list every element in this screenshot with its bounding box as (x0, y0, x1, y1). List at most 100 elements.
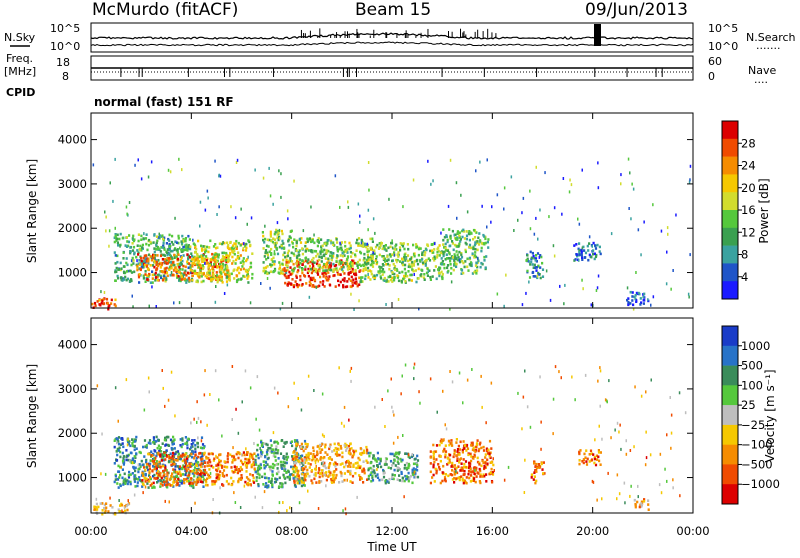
data-cell (649, 453, 652, 457)
data-cell (218, 453, 221, 457)
data-cell (235, 245, 238, 249)
data-cell (178, 266, 181, 269)
data-cell (214, 246, 218, 250)
data-cell (217, 467, 220, 470)
data-cell (400, 472, 403, 475)
data-cell (265, 450, 269, 454)
data-cell (650, 303, 652, 307)
data-cell (199, 469, 202, 473)
data-cell (461, 449, 464, 452)
data-cell (284, 281, 287, 285)
data-cell (256, 375, 259, 379)
data-cell (175, 255, 178, 258)
data-cell (141, 479, 144, 482)
data-cell (197, 464, 200, 467)
data-cell (332, 252, 335, 255)
data-cell (389, 245, 392, 249)
data-cell (124, 509, 127, 513)
data-cell (175, 479, 179, 483)
data-cell (475, 272, 478, 275)
data-cell (225, 260, 228, 264)
data-cell (318, 481, 321, 484)
data-cell (462, 230, 466, 233)
data-cell (415, 280, 418, 284)
data-cell (298, 254, 301, 257)
data-cell (306, 468, 309, 472)
data-cell (480, 446, 483, 450)
data-cell (282, 460, 285, 464)
data-cell (192, 486, 195, 489)
data-cell (193, 262, 196, 265)
data-cell (152, 485, 155, 488)
data-cell (115, 270, 118, 273)
data-cell (331, 481, 334, 484)
data-cell (491, 473, 495, 476)
data-cell (232, 456, 236, 459)
data-cell (594, 463, 598, 467)
data-cell (450, 257, 453, 260)
data-cell (463, 265, 466, 269)
data-cell (154, 259, 157, 262)
data-cell (586, 244, 589, 248)
data-cell (319, 275, 322, 279)
data-cell (552, 432, 554, 436)
data-cell (184, 469, 187, 473)
data-cell (215, 271, 218, 274)
data-cell (153, 247, 156, 250)
data-cell (164, 458, 167, 461)
data-cell (445, 427, 448, 431)
data-cell (402, 434, 404, 437)
data-cell (270, 477, 273, 481)
data-cell (165, 262, 168, 265)
data-cell (443, 266, 446, 270)
data-cell (620, 182, 622, 186)
data-cell (206, 189, 209, 193)
data-cell (492, 463, 495, 467)
data-cell (177, 275, 180, 278)
data-cell (165, 242, 168, 245)
data-cell (144, 485, 147, 489)
data-cell (203, 451, 206, 455)
data-cell (267, 245, 270, 248)
data-cell (159, 482, 162, 485)
data-cell (474, 264, 478, 267)
data-cell (448, 251, 451, 254)
data-cell (451, 444, 454, 447)
data-cell (156, 275, 159, 279)
data-cell (190, 477, 193, 480)
data-cell (314, 461, 317, 465)
data-cell (451, 469, 454, 472)
data-cell (280, 244, 283, 248)
data-cell (275, 241, 278, 245)
data-cell (240, 277, 243, 280)
data-cell (533, 461, 536, 465)
data-cell (534, 464, 537, 468)
data-cell (153, 261, 156, 264)
data-cell (332, 270, 335, 273)
data-cell (590, 303, 592, 307)
data-cell (376, 473, 379, 476)
colorbar-segment (722, 245, 738, 264)
data-cell (270, 263, 274, 267)
data-cell (157, 438, 160, 442)
data-cell (96, 508, 99, 511)
data-cell (285, 271, 288, 274)
data-cell (581, 460, 584, 463)
data-cell (194, 251, 197, 254)
data-cell (157, 470, 160, 473)
data-cell (173, 268, 176, 272)
data-cell (503, 186, 506, 190)
data-cell (283, 246, 286, 250)
data-cell (313, 285, 316, 289)
data-cell (314, 474, 317, 477)
data-cell (618, 492, 621, 496)
data-cell (215, 454, 217, 458)
data-cell (432, 454, 435, 458)
data-cell (229, 251, 232, 255)
data-cell (684, 411, 687, 415)
data-cell (296, 257, 299, 261)
data-cell (358, 276, 361, 280)
data-cell (264, 237, 267, 241)
data-cell (640, 394, 643, 398)
data-cell (306, 271, 309, 275)
